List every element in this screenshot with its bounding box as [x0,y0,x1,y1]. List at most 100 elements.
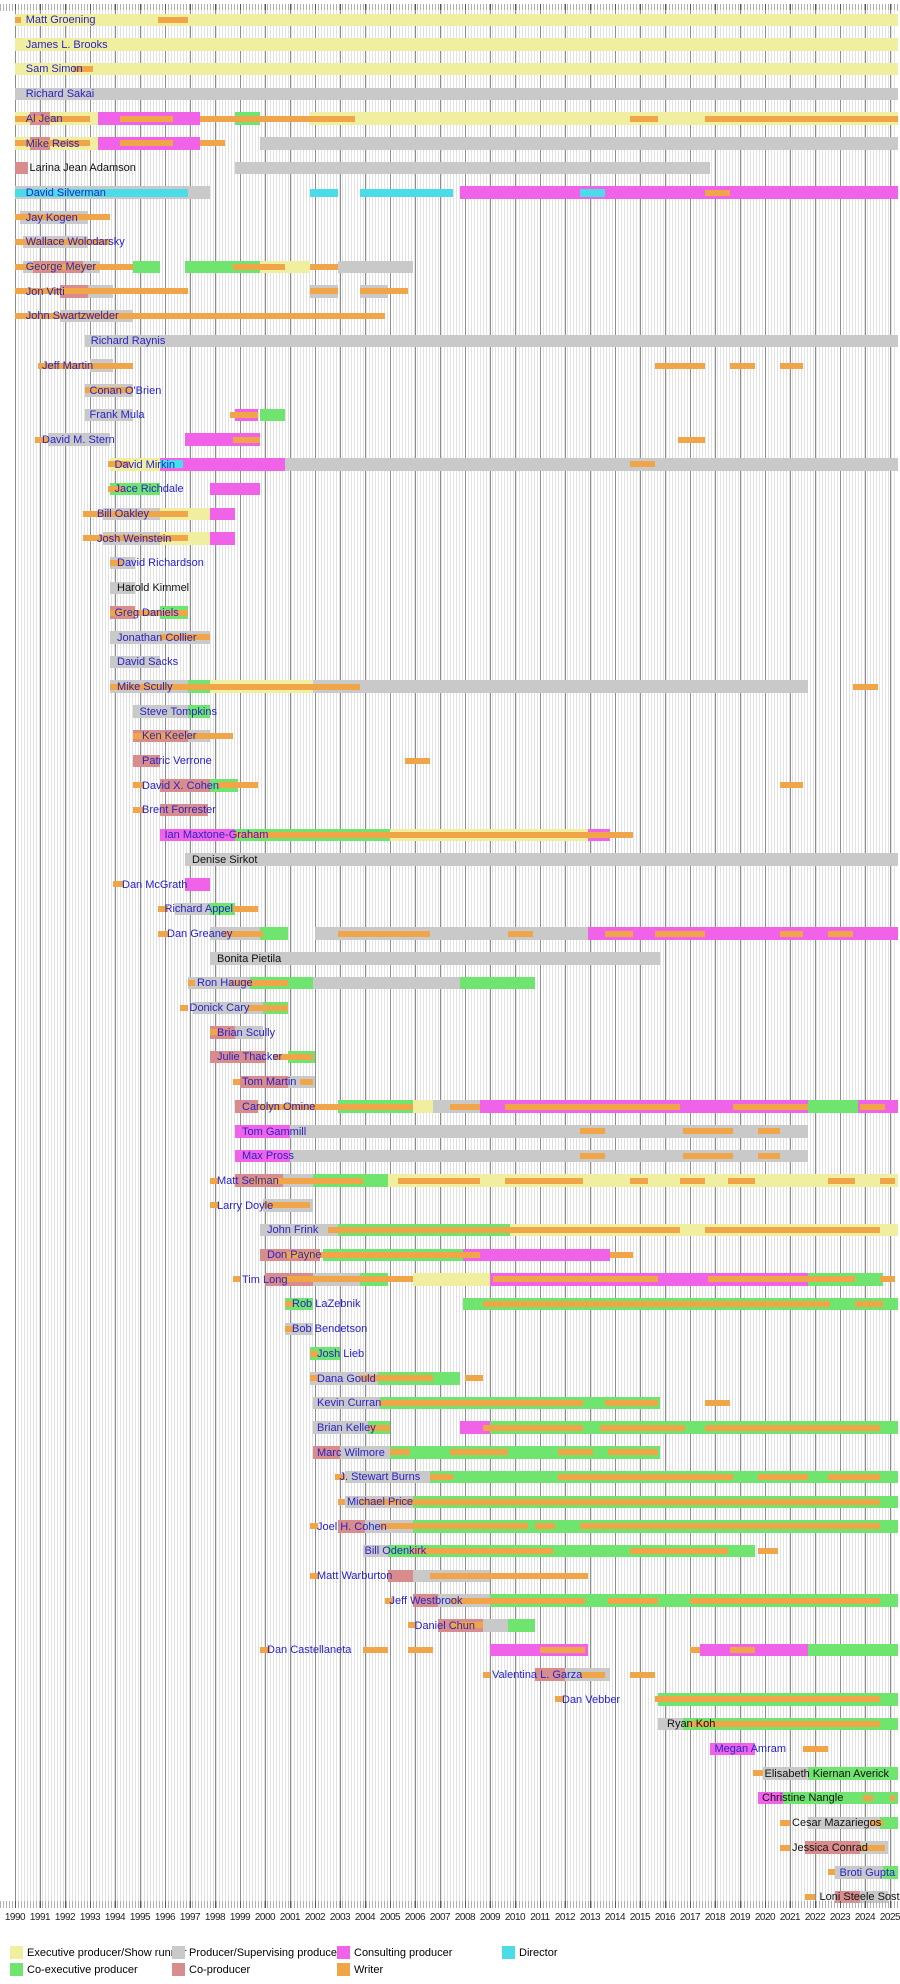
person-label[interactable]: Sam Simon [25,63,83,76]
bar-w [337,1498,345,1505]
person-label[interactable]: John Swartzwelder [25,310,119,323]
person-label[interactable]: Tim Long [242,1273,288,1286]
bar-w [465,1375,483,1382]
person-label[interactable]: Matt Selman [217,1174,279,1187]
person-label[interactable]: David X. Cohen [142,779,220,792]
person-label[interactable]: Wallace Wolodarsky [25,236,125,249]
bar-w [450,1103,480,1110]
person-label[interactable]: Marc Wilmore [317,1446,385,1459]
person-label[interactable]: Tom Martin [242,1076,297,1089]
person-label[interactable]: Bill Odenkirk [364,1545,427,1558]
person-label[interactable]: Jonathan Collier [117,631,197,644]
person-label[interactable]: Josh Weinstein [97,532,172,545]
person-label[interactable]: John Frink [267,1224,319,1237]
person-label[interactable]: Dan Vebber [562,1693,621,1706]
bar-w [482,1424,583,1431]
person-label[interactable]: Jon Vitti [25,285,65,298]
person-label[interactable]: Don Payne [267,1249,322,1261]
person-label[interactable]: Dan McGrath [122,878,188,891]
person-label[interactable]: Josh Lieb [317,1347,365,1360]
bar-cp [15,161,28,175]
legend-swatch-p [172,1946,185,1959]
person-label[interactable]: Dan Greaney [167,927,233,940]
person-label[interactable]: David Sacks [117,656,179,669]
bar-w [222,930,263,937]
year-tick-label: 2001 [279,1912,301,1923]
person-label[interactable]: Frank Mula [89,409,145,422]
legend-swatch-cep [10,1963,23,1976]
person-label[interactable]: Julie Thacker [217,1051,283,1064]
person-label[interactable]: Bob Bendetson [292,1323,368,1336]
person-label[interactable]: Michael Price [347,1496,414,1508]
legend-label-cep: Co-executive producer [27,1964,138,1976]
person-label[interactable]: Max Pross [242,1150,294,1163]
bar-w [210,1202,218,1209]
person-label[interactable]: Dana Gould [317,1372,376,1385]
person-label[interactable]: Jay Kogen [25,211,78,224]
person-label[interactable]: Broti Gupta [839,1866,896,1879]
person-label[interactable]: Jeff Martin [42,359,94,372]
person-label[interactable]: Dan Castellaneta [267,1644,352,1657]
person-label[interactable]: Brian Scully [217,1026,276,1039]
bar-p [345,1470,430,1484]
person-label[interactable]: Ian Maxtone-Graham [164,829,269,842]
person-label[interactable]: Greg Daniels [114,606,179,619]
person-label[interactable]: Joel H. Cohen [317,1520,387,1533]
person-label[interactable]: Brian Kelley [317,1421,376,1434]
person-label[interactable]: Conan O'Brien [89,384,162,397]
bar-p [285,458,898,471]
bar-ep [310,112,898,125]
person-label[interactable]: David Silverman [25,186,106,199]
person-label[interactable]: Rob LaZebnik [292,1298,361,1311]
bar-w [385,1597,393,1604]
person-label[interactable]: Megan Amram [714,1743,787,1755]
person-label[interactable]: Bill Oakley [97,508,149,520]
person-label[interactable]: Steve Tompkins [139,705,217,718]
person-label[interactable]: Kevin Curran [317,1397,382,1410]
person-label[interactable]: J. Stewart Burns [339,1471,421,1484]
person-label[interactable]: Donick Cary [189,1002,250,1014]
person-label: Bonita Pietila [217,952,282,965]
person-label[interactable]: Richard Sakai [25,88,95,101]
bar-p [187,976,250,990]
person-label[interactable]: Jace Richdale [114,483,184,496]
person-label[interactable]: David Richardson [117,557,204,570]
year-tick-label: 1995 [129,1912,151,1923]
person-label[interactable]: Matt Groening [25,14,96,26]
person-label[interactable]: Al Jean [25,112,63,125]
person-label[interactable]: James L. Brooks [25,38,108,51]
person-label[interactable]: Carolyn Omine [242,1100,316,1113]
bar-cep [210,902,235,916]
bar-w [780,930,803,937]
bar-w [15,288,188,295]
bar-w [390,1449,410,1456]
bar-con [710,1742,755,1755]
person-label[interactable]: Ron Hauge [197,977,253,990]
person-label[interactable]: George Meyer [25,261,97,273]
bar-cep [260,927,288,940]
bar-w [690,1597,880,1604]
person-label[interactable]: Jeff Westbrook [389,1594,463,1607]
person-label[interactable]: Patric Verrone [142,755,212,767]
person-label[interactable]: Tom Gammill [242,1125,307,1138]
person-label[interactable]: Mike Reiss [25,137,80,150]
person-label[interactable]: David M. Stern [42,433,115,446]
person-label[interactable]: Valentina L. Garza [492,1668,583,1681]
person-label[interactable]: Larry Doyle [217,1199,274,1212]
bar-w [780,362,803,369]
person-label[interactable]: Matt Warburton [317,1570,393,1583]
person-label[interactable]: Brent Forrester [142,804,216,817]
person-label[interactable]: Richard Appel [164,903,234,916]
bar-w [15,263,133,270]
bar-w [230,980,288,987]
bar-p [312,1421,368,1434]
year-tick-label: 2020 [754,1912,776,1923]
bar-w [827,1474,880,1481]
person-label[interactable]: Daniel Chun [414,1619,476,1632]
person-label[interactable]: Richard Raynis [90,335,166,348]
person-label[interactable]: Ken Keeler [142,730,197,743]
person-label[interactable]: David Mirkin [114,458,176,471]
bar-p [185,853,898,866]
top-axis-ruler [0,4,900,11]
person-label[interactable]: Mike Scully [117,680,173,693]
